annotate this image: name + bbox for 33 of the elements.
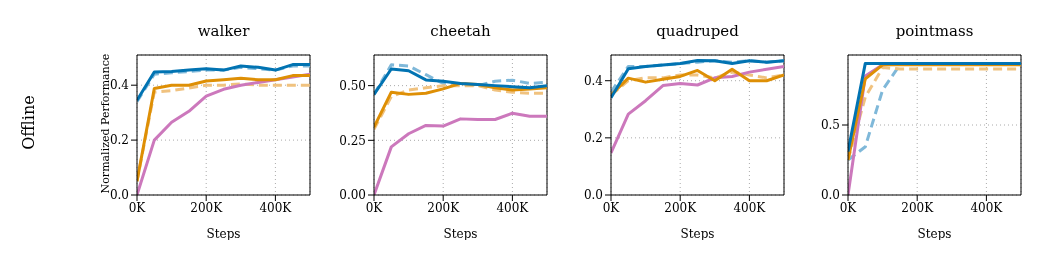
x-tick-label: 400K xyxy=(970,200,1004,215)
x-tick-label: 200K xyxy=(901,200,935,215)
y-tick-label: 0.4 xyxy=(109,78,130,93)
x-tick-label: 200K xyxy=(190,200,224,215)
y-tick-label: 0.25 xyxy=(339,133,366,148)
x-tick-label: 200K xyxy=(427,200,461,215)
x-tick-label: 0K xyxy=(839,200,858,215)
x-tick-label: 400K xyxy=(496,200,530,215)
x-tick-label: 0K xyxy=(365,200,384,215)
x-axis-title: Steps xyxy=(680,227,715,241)
y-tick-label: 0.5 xyxy=(820,118,840,133)
x-tick-label: 0K xyxy=(602,200,621,215)
x-tick-label: 200K xyxy=(664,200,698,215)
y-tick-label: 0.00 xyxy=(339,188,366,203)
chart-title: pointmass xyxy=(894,22,975,40)
y-tick-label: 0.0 xyxy=(820,188,840,203)
y-axis-title: Normalized Performance xyxy=(98,52,112,194)
x-tick-label: 400K xyxy=(259,200,293,215)
x-tick-label: 400K xyxy=(733,200,767,215)
y-tick-label: 0.4 xyxy=(583,73,604,88)
chart-title: cheetah xyxy=(429,22,492,40)
x-tick-label: 0K xyxy=(128,200,147,215)
chart-title: walker xyxy=(196,22,251,40)
x-axis-title: Steps xyxy=(206,227,241,241)
y-tick-label: 0.0 xyxy=(583,188,603,203)
y-tick-label: 0.50 xyxy=(339,78,366,93)
chart-title: quadruped xyxy=(655,22,740,40)
y-tick-label: 0.2 xyxy=(109,133,129,148)
x-axis-title: Steps xyxy=(443,227,478,241)
y-tick-label: 0.0 xyxy=(109,188,129,203)
x-axis-title: Steps xyxy=(917,227,952,241)
y-tick-label: 0.2 xyxy=(583,131,603,146)
text: Offline xyxy=(18,94,38,152)
